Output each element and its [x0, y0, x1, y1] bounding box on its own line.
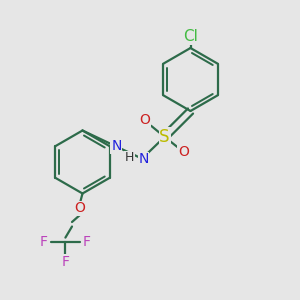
Text: S: S — [159, 128, 170, 146]
Text: F: F — [83, 235, 91, 249]
Text: F: F — [40, 235, 48, 249]
Text: F: F — [61, 255, 69, 268]
Text: H: H — [124, 152, 134, 164]
Text: N: N — [138, 152, 149, 167]
Text: N: N — [111, 139, 122, 153]
Text: Cl: Cl — [183, 29, 198, 44]
Text: O: O — [178, 146, 189, 160]
Text: O: O — [74, 202, 85, 215]
Text: O: O — [140, 113, 151, 128]
